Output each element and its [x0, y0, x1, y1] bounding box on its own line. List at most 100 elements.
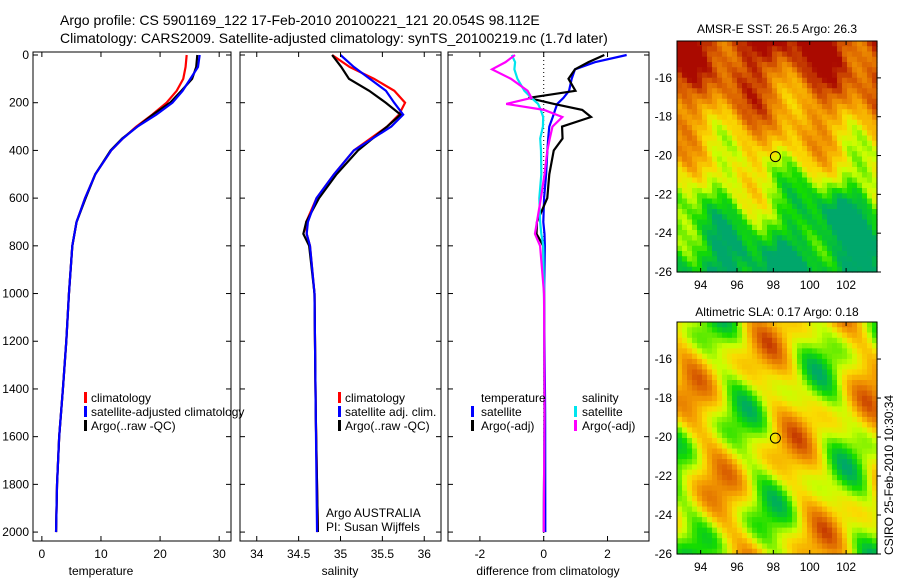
y-tick-label: -20	[655, 149, 673, 163]
heatmap-cell	[782, 88, 788, 95]
heatmap-cell	[712, 543, 718, 550]
heatmap-cell	[712, 182, 718, 189]
heatmap-cell	[797, 422, 803, 429]
heatmap-cell	[777, 422, 783, 429]
heatmap-cell	[792, 251, 798, 257]
heatmap-cell	[687, 337, 693, 344]
heatmap-cell	[767, 256, 773, 263]
heatmap-cell	[787, 182, 793, 189]
heatmap-cell	[817, 459, 823, 465]
heatmap-cell	[732, 193, 738, 200]
heatmap-cell	[812, 385, 818, 392]
heatmap-cell	[872, 161, 878, 168]
heatmap-cell	[827, 83, 833, 89]
heatmap-cell	[757, 193, 763, 200]
heatmap-cell	[822, 364, 828, 371]
heatmap-cell	[827, 358, 833, 365]
heatmap-cell	[847, 480, 853, 487]
heatmap-cell	[792, 343, 798, 349]
heatmap-cell	[757, 480, 763, 487]
heatmap-cell	[712, 464, 718, 471]
heatmap-cell	[742, 322, 748, 328]
heatmap-cell	[827, 140, 833, 147]
heatmap-cell	[777, 51, 783, 58]
heatmap-cell	[782, 464, 788, 471]
heatmap-cell	[852, 527, 858, 534]
heatmap-cell	[822, 538, 828, 545]
heatmap-cell	[692, 188, 698, 194]
heatmap-cell	[842, 459, 848, 465]
heatmap-cell	[682, 182, 688, 189]
heatmap-cell	[852, 380, 858, 386]
heatmap-cell	[817, 83, 823, 89]
heatmap-cell	[677, 337, 683, 344]
heatmap-cell	[807, 364, 813, 371]
heatmap-cell	[702, 353, 708, 360]
heatmap-cell	[692, 490, 698, 497]
heatmap-cell	[717, 532, 723, 539]
heatmap-cell	[837, 72, 843, 79]
heatmap-cell	[867, 453, 873, 460]
heatmap-cell	[847, 527, 853, 534]
heatmap-cell	[682, 240, 688, 247]
heatmap-cell	[872, 332, 878, 339]
heatmap-cell	[682, 177, 688, 184]
heatmap-cell	[767, 353, 773, 360]
heatmap-cell	[852, 385, 858, 392]
heatmap-cell	[752, 406, 758, 413]
heatmap-cell	[687, 203, 693, 210]
heatmap-cell	[792, 46, 798, 53]
heatmap-cell	[807, 256, 813, 263]
heatmap-cell	[822, 485, 828, 492]
heatmap-cell	[837, 464, 843, 471]
heatmap-cell	[847, 214, 853, 221]
heatmap-cells	[677, 41, 878, 273]
heatmap-cell	[872, 374, 878, 381]
heatmap-cell	[797, 130, 803, 137]
heatmap-cell	[817, 251, 823, 257]
heatmap-cell	[857, 93, 863, 100]
heatmap-cell	[827, 135, 833, 142]
heatmap-cell	[777, 209, 783, 215]
heatmap-cell	[807, 209, 813, 215]
heatmap-cell	[732, 182, 738, 189]
heatmap-cell	[727, 506, 733, 513]
heatmap-cell	[692, 230, 698, 236]
heatmap-cell	[767, 348, 773, 355]
heatmap-cell	[727, 490, 733, 497]
heatmap-cell	[692, 203, 698, 210]
heatmap-cell	[722, 72, 728, 79]
heatmap-cell	[807, 240, 813, 247]
heatmap-cell	[752, 256, 758, 263]
heatmap-cell	[812, 406, 818, 413]
heatmap-cell	[862, 464, 868, 471]
heatmap-cell	[707, 427, 713, 434]
heatmap-cell	[737, 459, 743, 465]
heatmap-cell	[777, 261, 783, 268]
heatmap-cell	[707, 453, 713, 460]
heatmap-cell	[867, 432, 873, 439]
heatmap-cell	[777, 182, 783, 189]
heatmap-cell	[792, 485, 798, 492]
heatmap-cell	[737, 369, 743, 376]
heatmap-cell	[837, 390, 843, 397]
heatmap-cell	[732, 261, 738, 268]
heatmap-cell	[852, 219, 858, 226]
heatmap-cell	[732, 135, 738, 142]
heatmap-cell	[702, 485, 708, 492]
x-tick-label: 2	[604, 547, 611, 561]
heatmap-cell	[712, 353, 718, 360]
legend-swatch-black	[338, 420, 341, 431]
heatmap-cell	[742, 406, 748, 413]
heatmap-cell	[707, 485, 713, 492]
heatmap-cell	[787, 459, 793, 465]
heatmap-cell	[837, 364, 843, 371]
heatmap-cell	[717, 77, 723, 84]
heatmap-cell	[812, 517, 818, 523]
heatmap-cell	[742, 522, 748, 529]
heatmap-cell	[677, 72, 683, 79]
heatmap-cell	[732, 374, 738, 381]
heatmap-cell	[862, 527, 868, 534]
heatmap-cell	[797, 358, 803, 365]
heatmap-cell	[827, 395, 833, 402]
